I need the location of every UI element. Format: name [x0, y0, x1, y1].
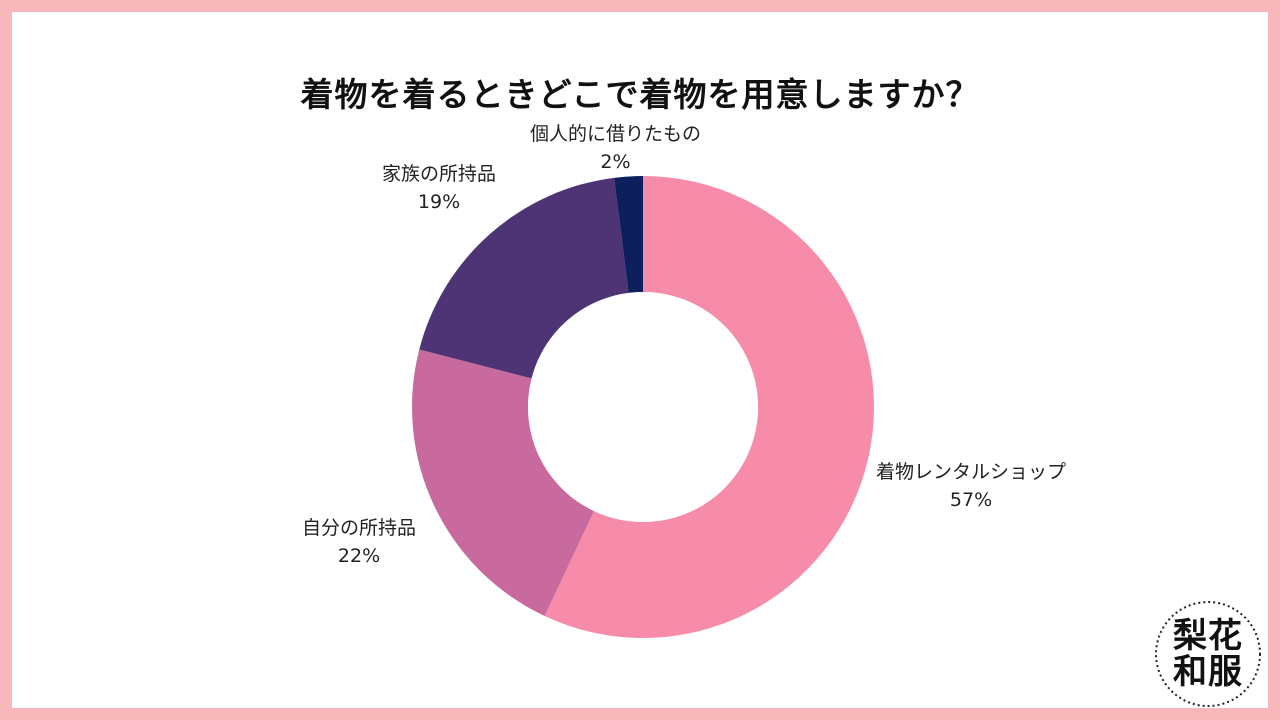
- chart-title: 着物を着るときどこで着物を用意しますか？: [300, 75, 980, 114]
- slice-label-family-value: 19%: [417, 191, 461, 213]
- chart-frame: 着物を着るときどこで着物を用意しますか？ 着物レンタルショップ 57% 自分の所…: [12, 12, 1268, 708]
- slice-label-own-name: 自分の所持品: [302, 517, 417, 539]
- slice-label-rental: 着物レンタルショップ 57%: [876, 458, 1066, 514]
- slice-label-own-value: 22%: [337, 545, 381, 567]
- slice-label-borrowed-name: 個人的に借りたもの: [530, 123, 702, 145]
- slice-rental: [544, 176, 874, 638]
- slice-label-family: 家族の所持品 19%: [382, 160, 496, 216]
- donut-chart: [412, 176, 874, 638]
- slice-label-borrowed-value: 2%: [600, 151, 631, 173]
- slice-borrowed: [614, 176, 643, 293]
- brand-logo: 梨花 和服: [1152, 598, 1264, 710]
- donut-hole: [528, 292, 758, 522]
- logo-line-2: 和服: [1173, 652, 1243, 692]
- logo-dotted-circle-icon: [1155, 601, 1261, 707]
- slice-label-family-name: 家族の所持品: [382, 163, 497, 185]
- slice-label-rental-value: 57%: [949, 489, 993, 511]
- slice-label-rental-name: 着物レンタルショップ: [876, 461, 1067, 483]
- logo-line-1: 梨花: [1173, 616, 1243, 656]
- slice-label-borrowed: 個人的に借りたもの 2%: [530, 120, 701, 176]
- slice-own: [412, 349, 595, 617]
- slice-label-own: 自分の所持品 22%: [302, 514, 416, 570]
- slice-family: [419, 177, 629, 379]
